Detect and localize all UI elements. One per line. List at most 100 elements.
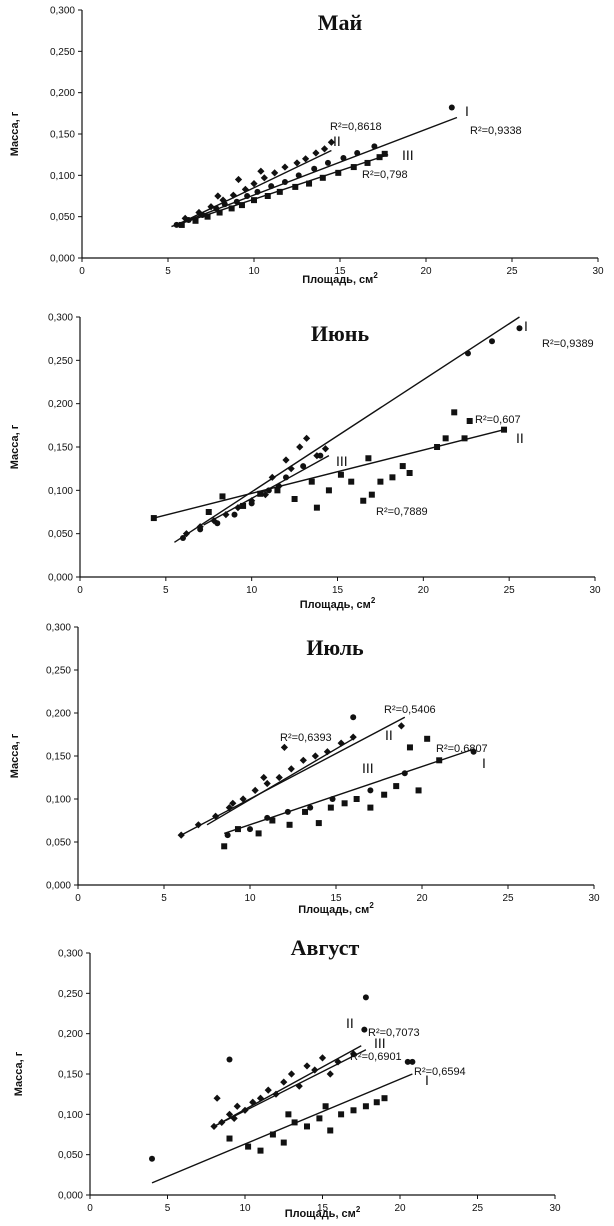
chart-title: Август — [291, 935, 360, 960]
data-point-series-III — [226, 1135, 233, 1142]
x-tick-label: 0 — [87, 1203, 93, 1214]
chart-title: Май — [318, 10, 363, 35]
r-squared-label: R²=0,7889 — [376, 506, 428, 518]
data-point-series-III — [368, 491, 375, 498]
trend-line-series-I — [223, 748, 474, 835]
trend-line-series-I — [151, 1073, 413, 1184]
y-axis-title: Масса, г — [9, 111, 21, 156]
data-point-series-III — [434, 444, 441, 450]
series-label: I — [465, 103, 469, 119]
x-tick-label: 25 — [502, 893, 514, 904]
data-point-series-III — [204, 213, 211, 220]
trend-line-series-II — [153, 428, 505, 519]
data-point-series-III — [466, 418, 473, 424]
x-tick-label: 30 — [549, 1203, 561, 1214]
trend-line-series-III — [176, 154, 389, 226]
trend-line-series-II — [176, 149, 332, 226]
data-point-series-III — [292, 183, 299, 190]
data-point-series-II — [397, 722, 405, 730]
x-tick-label: 30 — [588, 893, 600, 904]
data-point-series-II — [210, 1122, 218, 1131]
x-axis-title-superscript: 2 — [369, 901, 374, 910]
y-tick-label: 0,050 — [50, 212, 75, 223]
data-point-series-III — [365, 455, 372, 462]
data-point-series-III — [306, 180, 313, 187]
x-tick-label: 10 — [239, 1203, 251, 1214]
data-point-series-III — [327, 1127, 334, 1134]
x-tick-label: 20 — [420, 266, 432, 277]
data-point-series-III — [316, 1115, 323, 1122]
data-point-series-III — [304, 1123, 310, 1130]
x-tick-label: 30 — [592, 266, 604, 277]
data-point-series-II — [225, 1110, 234, 1118]
data-point-series-I — [448, 104, 455, 111]
y-tick-label: 0,000 — [48, 573, 73, 584]
y-tick-label: 0,150 — [46, 752, 71, 763]
data-point-series-I — [307, 804, 314, 811]
data-point-series-III — [362, 1103, 369, 1110]
x-tick-label: 5 — [163, 585, 169, 596]
data-point-series-III — [234, 826, 241, 833]
data-point-series-III — [285, 1111, 292, 1118]
series-label: III — [362, 760, 374, 776]
data-point-series-II — [303, 434, 311, 442]
y-tick-label: 0,300 — [58, 949, 83, 960]
chart-august-panel: Август 0,000 0,050 0,100 0,150 0,200 0,250 0,30… — [0, 925, 614, 1221]
data-point-series-III — [150, 515, 157, 522]
y-tick-label: 0,250 — [50, 47, 75, 58]
data-point-series-III — [501, 426, 508, 433]
chart-june-panel: Июнь 0,000 0,050 0,100 0,150 0,200 0,250 0,300 0… — [0, 305, 614, 615]
data-point-series-I — [367, 787, 374, 794]
chart-june: Июнь 0,000 0,050 0,100 0,150 0,200 0,250 0,300 0… — [9, 313, 601, 612]
x-tick-label: 30 — [589, 585, 601, 596]
data-point-series-III — [393, 783, 400, 790]
chart-august: Август 0,000 0,050 0,100 0,150 0,200 0,250 0,30… — [13, 935, 561, 1220]
series-label: II — [346, 1015, 354, 1031]
x-tick-label: 25 — [504, 585, 516, 596]
x-tick-label: 10 — [248, 266, 260, 277]
data-point-series-I — [350, 714, 357, 721]
data-point-series-III — [228, 205, 235, 212]
data-point-series-III — [461, 435, 468, 442]
data-point-series-II — [229, 799, 237, 807]
data-point-series-II — [287, 765, 295, 773]
data-point-series-II — [287, 465, 295, 473]
chart-may: Май 0,000 0,050 0,100 0,150 0,200 0,250 0,300 0 5… — [9, 6, 604, 287]
r-squared-label: R²=0,6594 — [414, 1066, 466, 1078]
data-point-series-III — [274, 487, 281, 494]
data-point-series-I — [324, 159, 331, 166]
data-point-series-II — [213, 1094, 221, 1102]
data-point-series-I — [340, 154, 347, 161]
x-tick-label: 15 — [334, 266, 346, 277]
data-point-series-III — [350, 164, 357, 171]
data-point-series-II — [318, 1054, 327, 1062]
y-tick-label: 0,050 — [46, 838, 71, 849]
data-point-series-III — [335, 169, 342, 176]
x-tick-label: 10 — [246, 585, 258, 596]
data-point-series-II — [326, 1070, 334, 1078]
series-label: II — [333, 133, 341, 149]
data-point-series-III — [415, 787, 422, 794]
y-tick-label: 0,250 — [58, 989, 83, 1000]
data-point-series-II — [281, 163, 289, 171]
series-label: I — [524, 318, 528, 334]
trend-line-series-II — [180, 716, 406, 836]
y-tick-label: 0,250 — [48, 356, 73, 367]
data-point-series-III — [192, 217, 199, 224]
data-point-series-III — [337, 471, 344, 478]
data-point-series-III — [216, 209, 223, 216]
x-tick-label: 0 — [77, 585, 83, 596]
data-point-series-III — [257, 1147, 264, 1154]
y-tick-label: 0,100 — [48, 486, 73, 497]
data-point-series-I — [247, 826, 253, 833]
data-point-series-III — [264, 193, 271, 199]
x-axis-title: Площадь, см2 — [285, 1205, 361, 1220]
data-point-series-III — [219, 493, 226, 500]
data-point-series-III — [178, 221, 185, 228]
data-point-series-II — [313, 452, 321, 460]
data-point-series-II — [327, 138, 335, 146]
series-label: III — [374, 1035, 386, 1051]
data-point-series-III — [255, 830, 262, 837]
trend-line-series-III — [213, 1049, 367, 1128]
data-point-series-III — [319, 174, 326, 181]
